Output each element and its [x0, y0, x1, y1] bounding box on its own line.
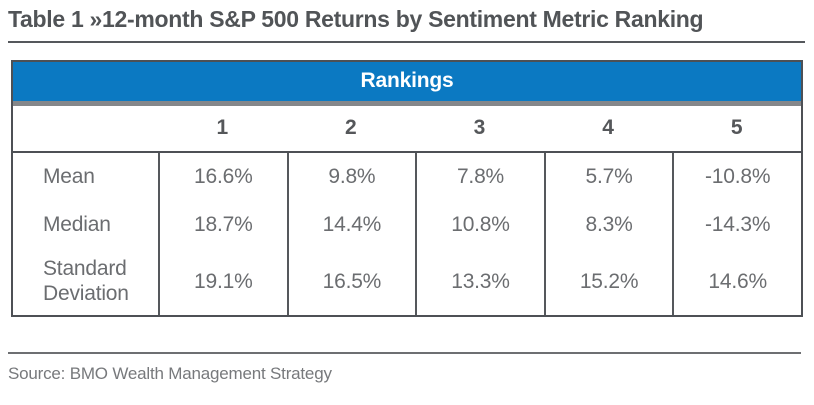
table-header-band: Rankings	[13, 61, 801, 101]
rank-label-4: 4	[602, 116, 614, 140]
returns-table: Rankings 1 2 3 4 5 Mean 16.6% 9.8% 7.8% …	[11, 59, 803, 317]
rank-label-1: 1	[216, 116, 229, 140]
table-row-standard-deviation: Standard Deviation 19.1% 16.5% 13.3% 15.…	[13, 248, 801, 315]
mean-rank5-value: -10.8%	[672, 152, 801, 201]
median-rank3-value: 10.8%	[415, 200, 544, 249]
row-label-mean: Mean	[43, 164, 95, 188]
row-label-median: Median	[43, 212, 111, 236]
table-row-mean: Mean 16.6% 9.8% 7.8% 5.7% -10.8%	[13, 152, 801, 201]
stddev-rank3-value: 13.3%	[415, 248, 544, 315]
stddev-rank1-value: 19.1%	[158, 248, 287, 315]
stddev-rank4-value: 15.2%	[543, 248, 673, 315]
median-rank2-value: 14.4%	[286, 200, 416, 249]
mean-rank4-value: 5.7%	[543, 152, 673, 201]
rank-label-3: 3	[473, 116, 486, 140]
row-label-standard-deviation: Standard Deviation	[43, 257, 129, 305]
rankings-header-label: Rankings	[360, 69, 454, 93]
stddev-rank5-value: 14.6%	[672, 248, 801, 315]
median-rank4-value: 8.3%	[543, 200, 673, 249]
table-row-median: Median 18.7% 14.4% 10.8% 8.3% -14.3%	[13, 200, 801, 249]
table-title: Table 1 »12-month S&P 500 Returns by Sen…	[8, 6, 704, 32]
report-page: Table 1 »12-month S&P 500 Returns by Sen…	[0, 5, 814, 405]
mean-rank1-value: 16.6%	[158, 152, 287, 201]
rank-header-row: 1 2 3 4 5	[13, 106, 801, 153]
stddev-rank2-value: 16.5%	[286, 248, 416, 315]
median-rank5-value: -14.3%	[672, 200, 801, 249]
source-divider	[8, 351, 801, 354]
mean-rank3-value: 7.8%	[415, 152, 544, 201]
header-separator	[13, 100, 801, 106]
rank-label-2: 2	[345, 116, 357, 140]
median-rank1-value: 18.7%	[158, 200, 287, 249]
source-attribution: Source: BMO Wealth Management Strategy	[8, 363, 332, 383]
mean-rank2-value: 9.8%	[286, 152, 416, 201]
title-underline	[8, 40, 805, 43]
rank-label-5: 5	[730, 116, 743, 140]
